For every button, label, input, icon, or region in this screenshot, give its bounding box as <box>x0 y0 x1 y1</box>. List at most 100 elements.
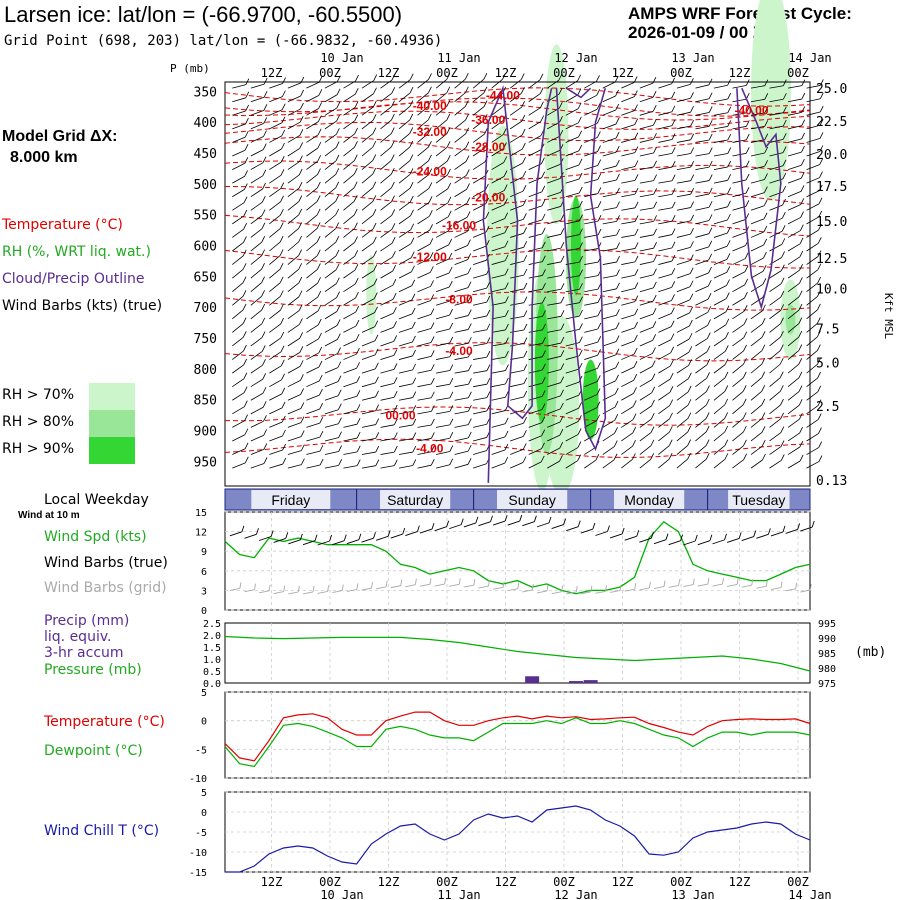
wind-barb <box>806 350 818 360</box>
wind-barb <box>287 201 300 211</box>
wind-barb <box>491 190 505 198</box>
wind-barb-feather <box>468 364 472 371</box>
wind-barb <box>380 106 392 116</box>
wind-barb-feather <box>801 132 805 140</box>
wind-barb <box>787 391 800 401</box>
wind-barb <box>306 380 320 388</box>
wind-barb-10m-feather <box>314 534 318 541</box>
wind-barb-feather <box>243 386 248 393</box>
wind-barb-feather <box>560 255 565 263</box>
wind-barb-feather <box>798 399 803 406</box>
wind-barb-feather <box>798 303 803 311</box>
wind-barb <box>232 189 245 198</box>
wind-barb-grid <box>405 584 416 588</box>
wind-barb <box>250 268 262 279</box>
wind-barb <box>621 288 636 293</box>
wind-barb <box>324 353 338 360</box>
wind-barb-10m <box>478 521 491 527</box>
wind-speed-tick: 15 <box>195 508 207 519</box>
wind-barb <box>732 98 747 103</box>
wind-barb <box>473 410 487 415</box>
wind-barb <box>787 363 800 374</box>
wind-barb-feather <box>761 331 766 338</box>
wind-barb-feather <box>504 226 509 233</box>
wind-barb <box>713 219 728 225</box>
wind-barb <box>324 297 337 306</box>
wind-barb-grid <box>610 589 621 593</box>
wind-barb-feather <box>391 209 396 216</box>
wind-barb-feather <box>428 86 432 94</box>
wind-barb-feather <box>446 127 451 134</box>
wind-barb-feather <box>650 426 655 433</box>
wind-barb-feather <box>615 309 620 316</box>
wind-barb <box>713 459 726 469</box>
wind-barb-feather <box>762 453 766 461</box>
wind-barb <box>713 193 728 198</box>
wind-barb <box>380 119 392 130</box>
wind-barb <box>232 123 246 130</box>
wind-barb-feather <box>483 100 488 107</box>
wind-barb-feather <box>690 160 695 168</box>
wind-barb-feather <box>521 114 526 122</box>
wind-barb-10m-feather <box>402 527 406 535</box>
wind-barb <box>510 176 523 184</box>
wind-barb-feather <box>560 283 565 290</box>
wind-barb-feather <box>280 317 284 325</box>
wind-barb-feather <box>318 102 322 109</box>
wind-barb-feather <box>578 158 583 166</box>
wind-barb <box>602 151 617 157</box>
wind-barb-10m <box>302 540 316 546</box>
wind-barb-feather <box>318 374 323 382</box>
wind-barb <box>695 418 707 428</box>
wind-barb-feather <box>391 181 395 189</box>
wind-barb <box>250 123 264 130</box>
wind-barb-feather <box>449 364 454 371</box>
time-tick-label-bottom: 12Z <box>378 875 400 889</box>
wind-barb <box>473 397 487 401</box>
wind-barb <box>287 268 299 279</box>
wind-barb <box>454 92 466 103</box>
wind-barb-feather <box>540 115 545 122</box>
wind-barb <box>491 315 506 320</box>
wind-barb-feather <box>541 213 546 221</box>
wind-barb <box>769 391 781 401</box>
wind-barb-feather <box>412 459 417 466</box>
wind-barb <box>750 192 765 198</box>
wind-barb-feather <box>522 156 526 164</box>
wind-barb-feather <box>743 453 747 460</box>
wind-barb-grid-feather <box>385 580 388 587</box>
wind-barb-grid <box>244 589 255 593</box>
wind-barb <box>732 166 747 170</box>
wind-barb-feather <box>615 103 620 111</box>
wind-barb-feather <box>449 458 454 465</box>
wind-barb-feather <box>449 322 454 330</box>
wind-barb <box>398 341 413 347</box>
wind-barb <box>454 259 468 265</box>
wind-barb <box>324 94 338 103</box>
wind-barb <box>639 287 654 293</box>
wind-barb-feather <box>799 426 803 434</box>
wind-barb-feather <box>409 113 414 121</box>
wind-barb-feather <box>279 262 284 270</box>
wind-barb <box>343 80 356 89</box>
weekday-cell-highlight <box>614 490 685 509</box>
wind-barb-feather <box>244 144 249 151</box>
wind-barb <box>565 80 578 89</box>
wind-barb <box>547 434 561 442</box>
wind-barb <box>306 214 318 225</box>
wind-barb <box>732 192 747 198</box>
wind-barb-feather <box>689 319 693 327</box>
wind-barb <box>380 341 394 347</box>
wind-barb-feather <box>632 439 636 447</box>
pressure-tick-label: 950 <box>194 455 217 470</box>
wind-barb-10m <box>507 520 520 526</box>
wind-barb-feather <box>244 130 249 138</box>
wind-barb-feather <box>764 106 769 114</box>
wind-barb <box>361 201 374 211</box>
wind-barb <box>417 133 429 143</box>
wind-barb <box>287 241 299 252</box>
legend-precip-liq: liq. equiv. <box>44 629 112 645</box>
wind-barb <box>454 437 469 442</box>
wind-barb <box>435 119 448 130</box>
wind-barb-feather <box>522 185 527 192</box>
